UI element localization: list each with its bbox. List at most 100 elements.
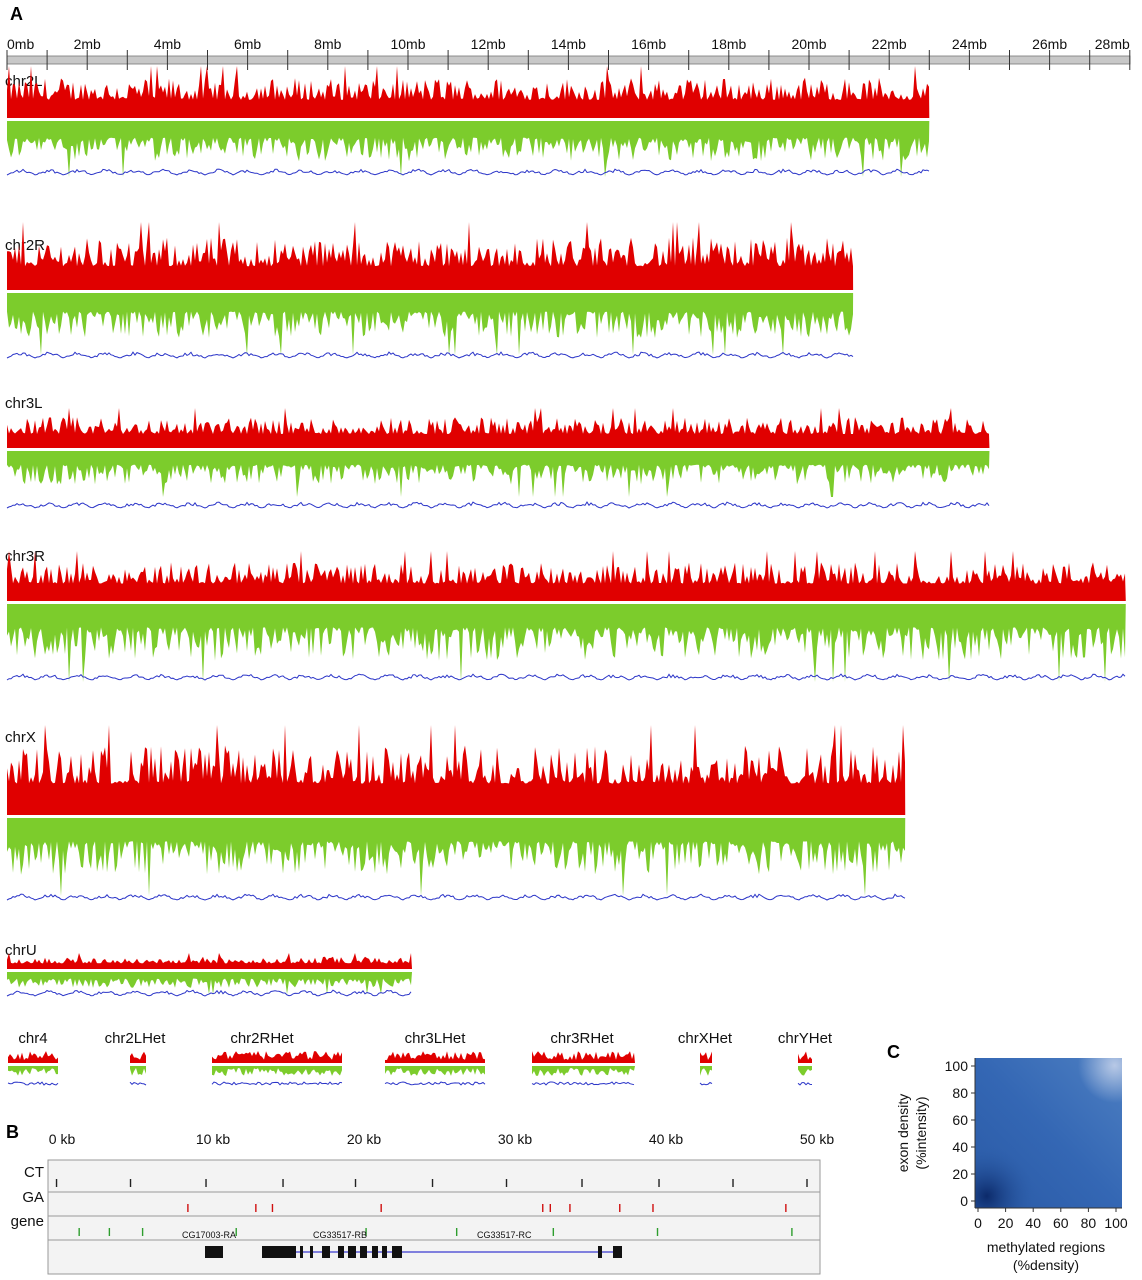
exon-block (338, 1246, 344, 1258)
x-tick-label: 20 (998, 1215, 1014, 1231)
scale-tick-label: 26mb (1032, 36, 1067, 52)
y-tick-label: 40 (952, 1139, 968, 1155)
track-label-gene: gene (11, 1213, 44, 1230)
exon-block (613, 1246, 622, 1258)
exon-block (310, 1246, 313, 1258)
y-tick-label: 0 (960, 1193, 968, 1209)
gene-density-line (6, 893, 906, 901)
het-label: chr2RHet (230, 1030, 294, 1047)
gene-label-cg33517-rb: CG33517-RB (313, 1230, 367, 1240)
exon-block (348, 1246, 356, 1258)
kilobase-scale: 0 kb 10 kb 20 kb 30 kb 40 kb 50 kb (49, 1131, 835, 1147)
chromosome-chr2L: chr2L (5, 66, 930, 177)
methylation-bottom-strand (7, 121, 930, 177)
het-label: chr3LHet (405, 1030, 467, 1047)
heterochromatin-tracks: chr4 chr2LHet chr2RHet chr3LHet chr3RHet chrX… (7, 1030, 833, 1086)
y-tick-label: 80 (952, 1085, 968, 1101)
het-label: chr4 (18, 1030, 47, 1047)
y-axis-label-line2: (%intensity) (913, 1096, 929, 1169)
het-bottom-strand (700, 1066, 712, 1076)
scale-tick-label: 16mb (631, 36, 666, 52)
panel-b-letter: B (6, 1122, 19, 1142)
heatmap-light-corner (975, 1058, 1122, 1208)
het-density-line (384, 1081, 486, 1086)
scale-tick-label: 0mb (7, 36, 34, 52)
chromosome-label: chr3L (5, 395, 43, 412)
megabase-scale: 0mb 2mb 4mb 6mb 8mb 10mb 12mb 14mb 16mb 18mb 20mb 2… (6, 36, 1131, 70)
het-label: chrYHet (778, 1030, 833, 1047)
panel-a-genome-browser: 0mb 2mb 4mb 6mb 8mb 10mb 12mb 14mb 16mb 18mb 20mb 2… (5, 36, 1131, 1086)
x-tick-label: 100 (1104, 1215, 1128, 1231)
het-chr2LHet: chr2LHet (105, 1030, 167, 1086)
kb-tick-label: 30 kb (498, 1131, 532, 1147)
het-top-strand (130, 1051, 146, 1063)
methylation-top-strand (7, 66, 930, 118)
exon-block (360, 1246, 367, 1258)
panel-b-locus-view: 0 kb 10 kb 20 kb 30 kb 40 kb 50 kb CT GA gene C… (11, 1131, 835, 1275)
het-bottom-strand (798, 1066, 812, 1076)
chromosome-chr2R: chr2R (5, 222, 854, 359)
het-chr3RHet: chr3RHet (531, 1030, 635, 1086)
track-frame (47, 1159, 821, 1275)
scale-tick-label: 14mb (551, 36, 586, 52)
het-top-strand (700, 1051, 712, 1063)
kb-tick-label: 50 kb (800, 1131, 834, 1147)
gene-label-cg17003-ra: CG17003-RA (182, 1230, 236, 1240)
methylation-top-strand (7, 222, 854, 290)
het-density-line (531, 1081, 635, 1086)
scale-tick-label: 6mb (234, 36, 261, 52)
gene-density-line (6, 351, 854, 359)
scale-tick-label: 8mb (314, 36, 341, 52)
gene-density-line (6, 501, 990, 509)
het-top-strand (385, 1051, 485, 1063)
x-axis-label: methylated regions (987, 1239, 1105, 1255)
scale-tick-label: 12mb (471, 36, 506, 52)
x-tick-label: 80 (1081, 1215, 1097, 1231)
chromosome-label: chrU (5, 942, 37, 959)
scale-tick-label: 20mb (791, 36, 826, 52)
chromosome-label: chrX (5, 729, 36, 746)
methylation-bottom-strand (7, 293, 854, 355)
het-label: chr3RHet (550, 1030, 614, 1047)
het-density-line (7, 1081, 59, 1086)
methylation-bottom-strand (7, 451, 990, 497)
chromosome-chrX: chrX (5, 725, 906, 901)
het-top-strand (212, 1051, 342, 1063)
track-label-CT: CT (24, 1164, 44, 1181)
panel-c-density-heatmap: 0 20 40 60 80 100 0 20 40 60 80 100 methylated regi… (895, 1058, 1128, 1273)
heatmap-axes: 0 20 40 60 80 100 0 20 40 60 80 100 (945, 1058, 1128, 1231)
exon-block (372, 1246, 378, 1258)
chromosome-label: chr3R (5, 548, 45, 565)
het-chr3LHet: chr3LHet (384, 1030, 486, 1086)
exon-block (392, 1246, 402, 1258)
y-tick-label: 100 (945, 1058, 969, 1074)
exon-block (598, 1246, 602, 1258)
track-label-GA: GA (22, 1189, 44, 1206)
gene-label-cg33517-rc: CG33517-RC (477, 1230, 532, 1240)
het-density-line (211, 1081, 343, 1086)
methylation-top-strand (7, 408, 990, 448)
scale-tick-label: 2mb (74, 36, 101, 52)
methylation-top-strand (7, 551, 1126, 601)
het-density-line (129, 1081, 147, 1086)
het-top-strand (8, 1051, 58, 1063)
y-axis-label: exon density (895, 1094, 911, 1173)
chromosome-chrU: chrU (5, 942, 413, 997)
het-density-line (699, 1081, 713, 1086)
read-tracks: CT GA gene (11, 1164, 808, 1236)
exon-block (205, 1246, 223, 1258)
x-tick-label: 0 (974, 1215, 982, 1231)
kb-tick-label: 10 kb (196, 1131, 230, 1147)
methylation-bottom-strand (7, 818, 906, 896)
exon-block (300, 1246, 303, 1258)
gene-density-line (6, 989, 412, 997)
methylation-top-strand (7, 725, 906, 815)
het-label: chr2LHet (105, 1030, 167, 1047)
het-bottom-strand (212, 1066, 342, 1076)
het-chrXHet: chrXHet (678, 1030, 733, 1086)
het-top-strand (532, 1051, 635, 1063)
x-axis-label-line2: (%density) (1013, 1257, 1079, 1273)
panel-c-letter: C (887, 1042, 900, 1062)
het-bottom-strand (385, 1066, 485, 1076)
